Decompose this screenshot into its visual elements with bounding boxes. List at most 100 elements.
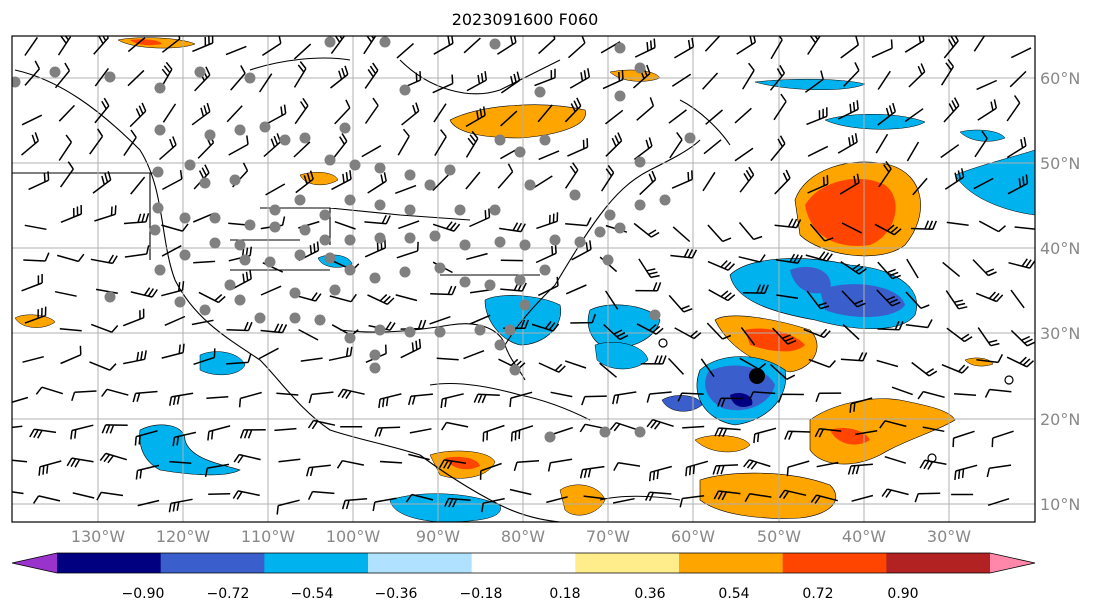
wind-barb xyxy=(194,66,211,92)
wind-barb xyxy=(193,212,214,223)
wind-barb xyxy=(192,36,214,53)
station-dot xyxy=(634,199,646,211)
wind-barb xyxy=(973,177,994,190)
wind-barb xyxy=(207,425,231,441)
wind-barb xyxy=(734,107,752,124)
station-dot xyxy=(544,431,556,443)
wind-barb xyxy=(59,327,82,332)
wind-barb xyxy=(364,97,379,124)
wind-barb xyxy=(260,323,288,334)
station-dot xyxy=(602,254,614,266)
colorbar-label: −0.90 xyxy=(122,586,165,602)
wind-barb xyxy=(874,223,902,236)
station-dot xyxy=(149,224,161,236)
wind-barb xyxy=(430,285,457,296)
wind-barb xyxy=(682,425,705,429)
lon-label: 130°W xyxy=(71,527,126,546)
wind-barb xyxy=(22,355,44,363)
wind-barb xyxy=(293,43,312,60)
station-dot xyxy=(514,146,526,158)
lat-label: 40°N xyxy=(1040,239,1080,258)
wind-barb xyxy=(305,464,331,477)
wind-barb xyxy=(640,355,667,365)
station-dot xyxy=(344,234,356,246)
station-dot xyxy=(179,212,191,224)
wind-barb xyxy=(602,70,624,90)
wind-barb xyxy=(1008,258,1035,269)
wind-barb xyxy=(636,97,655,121)
wind-barb xyxy=(945,290,968,310)
wind-barb xyxy=(161,36,181,53)
wind-barb xyxy=(232,490,260,500)
wind-barb xyxy=(704,36,721,52)
wind-barb xyxy=(293,141,311,158)
station-dot xyxy=(369,272,381,284)
wind-barb xyxy=(671,73,692,87)
wind-barb xyxy=(879,420,907,429)
station-dot xyxy=(659,194,671,206)
wind-barb xyxy=(876,289,901,307)
wind-barb xyxy=(778,489,807,500)
wind-barb xyxy=(193,348,216,366)
wind-barb xyxy=(604,290,619,310)
wind-barb xyxy=(123,213,150,225)
station-dot xyxy=(494,134,506,146)
station-dot xyxy=(374,324,386,336)
wind-barb xyxy=(742,62,755,90)
wind-barb xyxy=(294,97,309,125)
wind-barb xyxy=(168,392,194,406)
wind-barb xyxy=(583,495,606,500)
wind-barb xyxy=(944,168,965,190)
wind-barb xyxy=(35,386,64,395)
wind-barb xyxy=(773,93,787,121)
wind-barb xyxy=(379,460,403,464)
wind-barb xyxy=(946,327,973,343)
wind-barb xyxy=(784,430,811,440)
station-dot xyxy=(224,279,236,291)
wind-barb xyxy=(972,259,997,277)
wind-barb xyxy=(814,427,842,438)
station-dot xyxy=(374,199,386,211)
wind-barb xyxy=(809,223,834,242)
wind-barb xyxy=(804,70,824,93)
station-dot xyxy=(299,224,311,236)
wind-barb xyxy=(742,284,769,294)
wind-barb xyxy=(976,354,1004,364)
lon-label: 90°W xyxy=(416,527,460,546)
wind-barb xyxy=(922,426,945,433)
wind-barb xyxy=(571,240,592,261)
wind-barb xyxy=(363,36,377,55)
wind-barb xyxy=(599,362,617,378)
station-dot xyxy=(489,38,501,50)
wind-barb xyxy=(533,175,553,189)
wind-barb xyxy=(23,252,50,262)
wind-barb xyxy=(667,357,685,375)
wind-barb xyxy=(463,37,481,54)
wind-barb xyxy=(466,71,488,92)
wind-barb xyxy=(842,323,860,340)
wind-barb xyxy=(328,346,353,362)
wind-barb xyxy=(613,462,641,471)
wind-barb xyxy=(465,171,481,190)
station-dots xyxy=(12,36,696,443)
wind-barb xyxy=(917,390,945,400)
wind-barb xyxy=(679,495,705,508)
wind-barb xyxy=(54,62,71,89)
colorbar-outline xyxy=(11,552,1036,574)
wind-barb xyxy=(564,162,579,189)
wind-barb xyxy=(298,328,319,341)
wind-barb xyxy=(24,224,47,231)
wind-barb xyxy=(123,350,147,365)
station-dot xyxy=(459,239,471,251)
wind-barb xyxy=(1006,136,1027,159)
colorbar-segment xyxy=(679,553,784,573)
station-dot xyxy=(614,42,626,54)
wind-barb xyxy=(331,170,352,191)
wind-barb xyxy=(208,492,231,496)
wind-barb xyxy=(1007,174,1029,195)
wind-barb xyxy=(278,458,301,463)
wind-barb xyxy=(633,137,653,160)
wind-barb xyxy=(28,171,50,191)
wind-barb xyxy=(976,79,998,91)
wind-barb xyxy=(612,497,635,504)
